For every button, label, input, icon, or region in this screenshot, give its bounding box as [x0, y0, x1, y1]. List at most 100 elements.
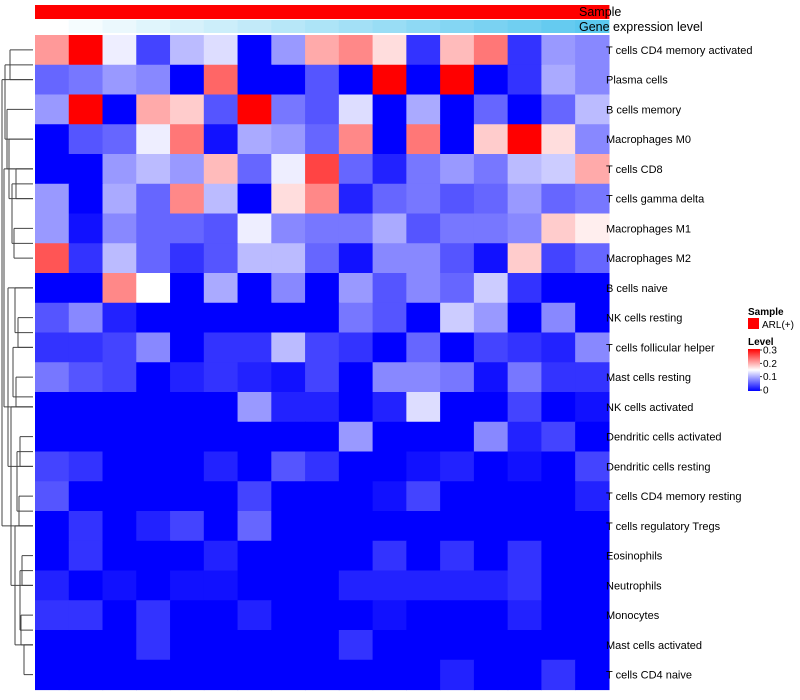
heatmap-cell	[305, 362, 340, 393]
heatmap-cell	[406, 332, 441, 363]
heatmap-cell	[203, 392, 239, 423]
heatmap-cell	[68, 64, 104, 96]
sample-annotation-cell	[507, 5, 542, 19]
heatmap-cell	[68, 154, 104, 185]
heatmap-cell	[305, 540, 340, 572]
row-label: Neutrophils	[606, 580, 662, 592]
heatmap-cell	[440, 421, 475, 453]
heatmap-cell	[305, 35, 340, 66]
heatmap-cell	[203, 213, 239, 244]
expression-annotation-cell	[203, 20, 239, 33]
heatmap-cell	[575, 183, 610, 215]
expression-annotation-cell	[338, 20, 374, 33]
heatmap-cell	[35, 154, 70, 185]
heatmap-cell	[237, 630, 272, 661]
heatmap-cell	[372, 362, 407, 393]
heatmap-cell	[440, 273, 475, 304]
heatmap-cell	[541, 570, 576, 601]
heatmap-cell	[170, 600, 205, 631]
heatmap-cell	[541, 659, 576, 691]
heatmap-cell	[406, 273, 441, 304]
heatmap-cell	[305, 213, 340, 244]
row-labels: T cells CD4 memory activated Plasma cells…	[606, 45, 753, 682]
legend-level-ticks: 0.3 0.2 0.1 0	[760, 346, 777, 397]
heatmap-cell	[372, 213, 407, 244]
heatmap-cell	[372, 540, 407, 572]
heatmap-cell	[136, 481, 171, 512]
heatmap-cell	[440, 213, 475, 244]
heatmap-cell	[68, 392, 104, 423]
heatmap-cell	[203, 302, 239, 334]
heatmap-cell	[68, 481, 104, 512]
heatmap-cell	[35, 273, 70, 304]
heatmap-cell	[372, 600, 407, 631]
heatmap-cell	[406, 392, 441, 423]
legend-level-gradient	[748, 349, 760, 391]
row-label: Mast cells resting	[606, 372, 691, 384]
heatmap-cell	[541, 481, 576, 512]
row-label: T cells gamma delta	[606, 194, 705, 206]
heatmap-cell	[473, 630, 509, 661]
heatmap-cell	[136, 302, 171, 334]
heatmap-cell	[541, 273, 576, 304]
sample-annotation-cell	[473, 5, 509, 19]
heatmap-cell	[473, 392, 509, 423]
heatmap-cell	[507, 600, 542, 631]
expression-annotation-cell	[102, 20, 137, 33]
heatmap-cell	[406, 154, 441, 185]
heatmap-cell	[473, 183, 509, 215]
heatmap-cell	[203, 600, 239, 631]
heatmap-cell	[507, 421, 542, 453]
heatmap-cell	[406, 64, 441, 96]
heatmap-cell	[35, 511, 70, 542]
heatmap-cell	[473, 154, 509, 185]
heatmap-cell	[575, 540, 610, 572]
heatmap-cell	[338, 35, 374, 66]
heatmap-cell	[305, 183, 340, 215]
heatmap-cell	[507, 124, 542, 155]
row-label: NK cells resting	[606, 313, 682, 325]
heatmap-cell	[473, 213, 509, 244]
heatmap-cell	[575, 64, 610, 96]
heatmap-cell	[102, 362, 137, 393]
sample-annotation-cell	[68, 5, 104, 19]
heatmap-cell	[338, 600, 374, 631]
heatmap-cell	[541, 213, 576, 244]
heatmap-cell	[271, 124, 306, 155]
heatmap-cell	[237, 421, 272, 453]
heatmap-cell	[575, 273, 610, 304]
heatmap-cell	[68, 124, 104, 155]
heatmap-cell	[575, 362, 610, 393]
heatmap-cell	[35, 659, 70, 691]
heatmap-cell	[473, 243, 509, 274]
heatmap-cell	[68, 570, 104, 601]
heatmap-cell	[271, 481, 306, 512]
heatmap-cell	[136, 511, 171, 542]
heatmap-cell	[507, 302, 542, 334]
heatmap-cell	[68, 421, 104, 453]
heatmap-cell	[136, 94, 171, 125]
heatmap-cell	[541, 35, 576, 66]
heatmap-cell	[541, 451, 576, 482]
heatmap-cell	[170, 630, 205, 661]
heatmap-cell	[541, 540, 576, 572]
expression-annotation-cell	[541, 20, 576, 33]
heatmap-cell	[136, 154, 171, 185]
heatmap-cell	[136, 421, 171, 453]
row-label: Monocytes	[606, 610, 660, 622]
heatmap-cell	[170, 64, 205, 96]
heatmap-cell	[440, 362, 475, 393]
heatmap-cell	[237, 154, 272, 185]
heatmap-cell	[35, 124, 70, 155]
heatmap-cell	[541, 332, 576, 363]
heatmap-cell	[203, 570, 239, 601]
heatmap-cell	[203, 540, 239, 572]
heatmap-cell	[102, 35, 137, 66]
heatmap-cell	[406, 124, 441, 155]
heatmap-cell	[237, 302, 272, 334]
heatmap-cell	[473, 540, 509, 572]
heatmap-cell	[305, 570, 340, 601]
heatmap-cell	[237, 243, 272, 274]
heatmap-cell	[507, 540, 542, 572]
heatmap-cell	[440, 600, 475, 631]
